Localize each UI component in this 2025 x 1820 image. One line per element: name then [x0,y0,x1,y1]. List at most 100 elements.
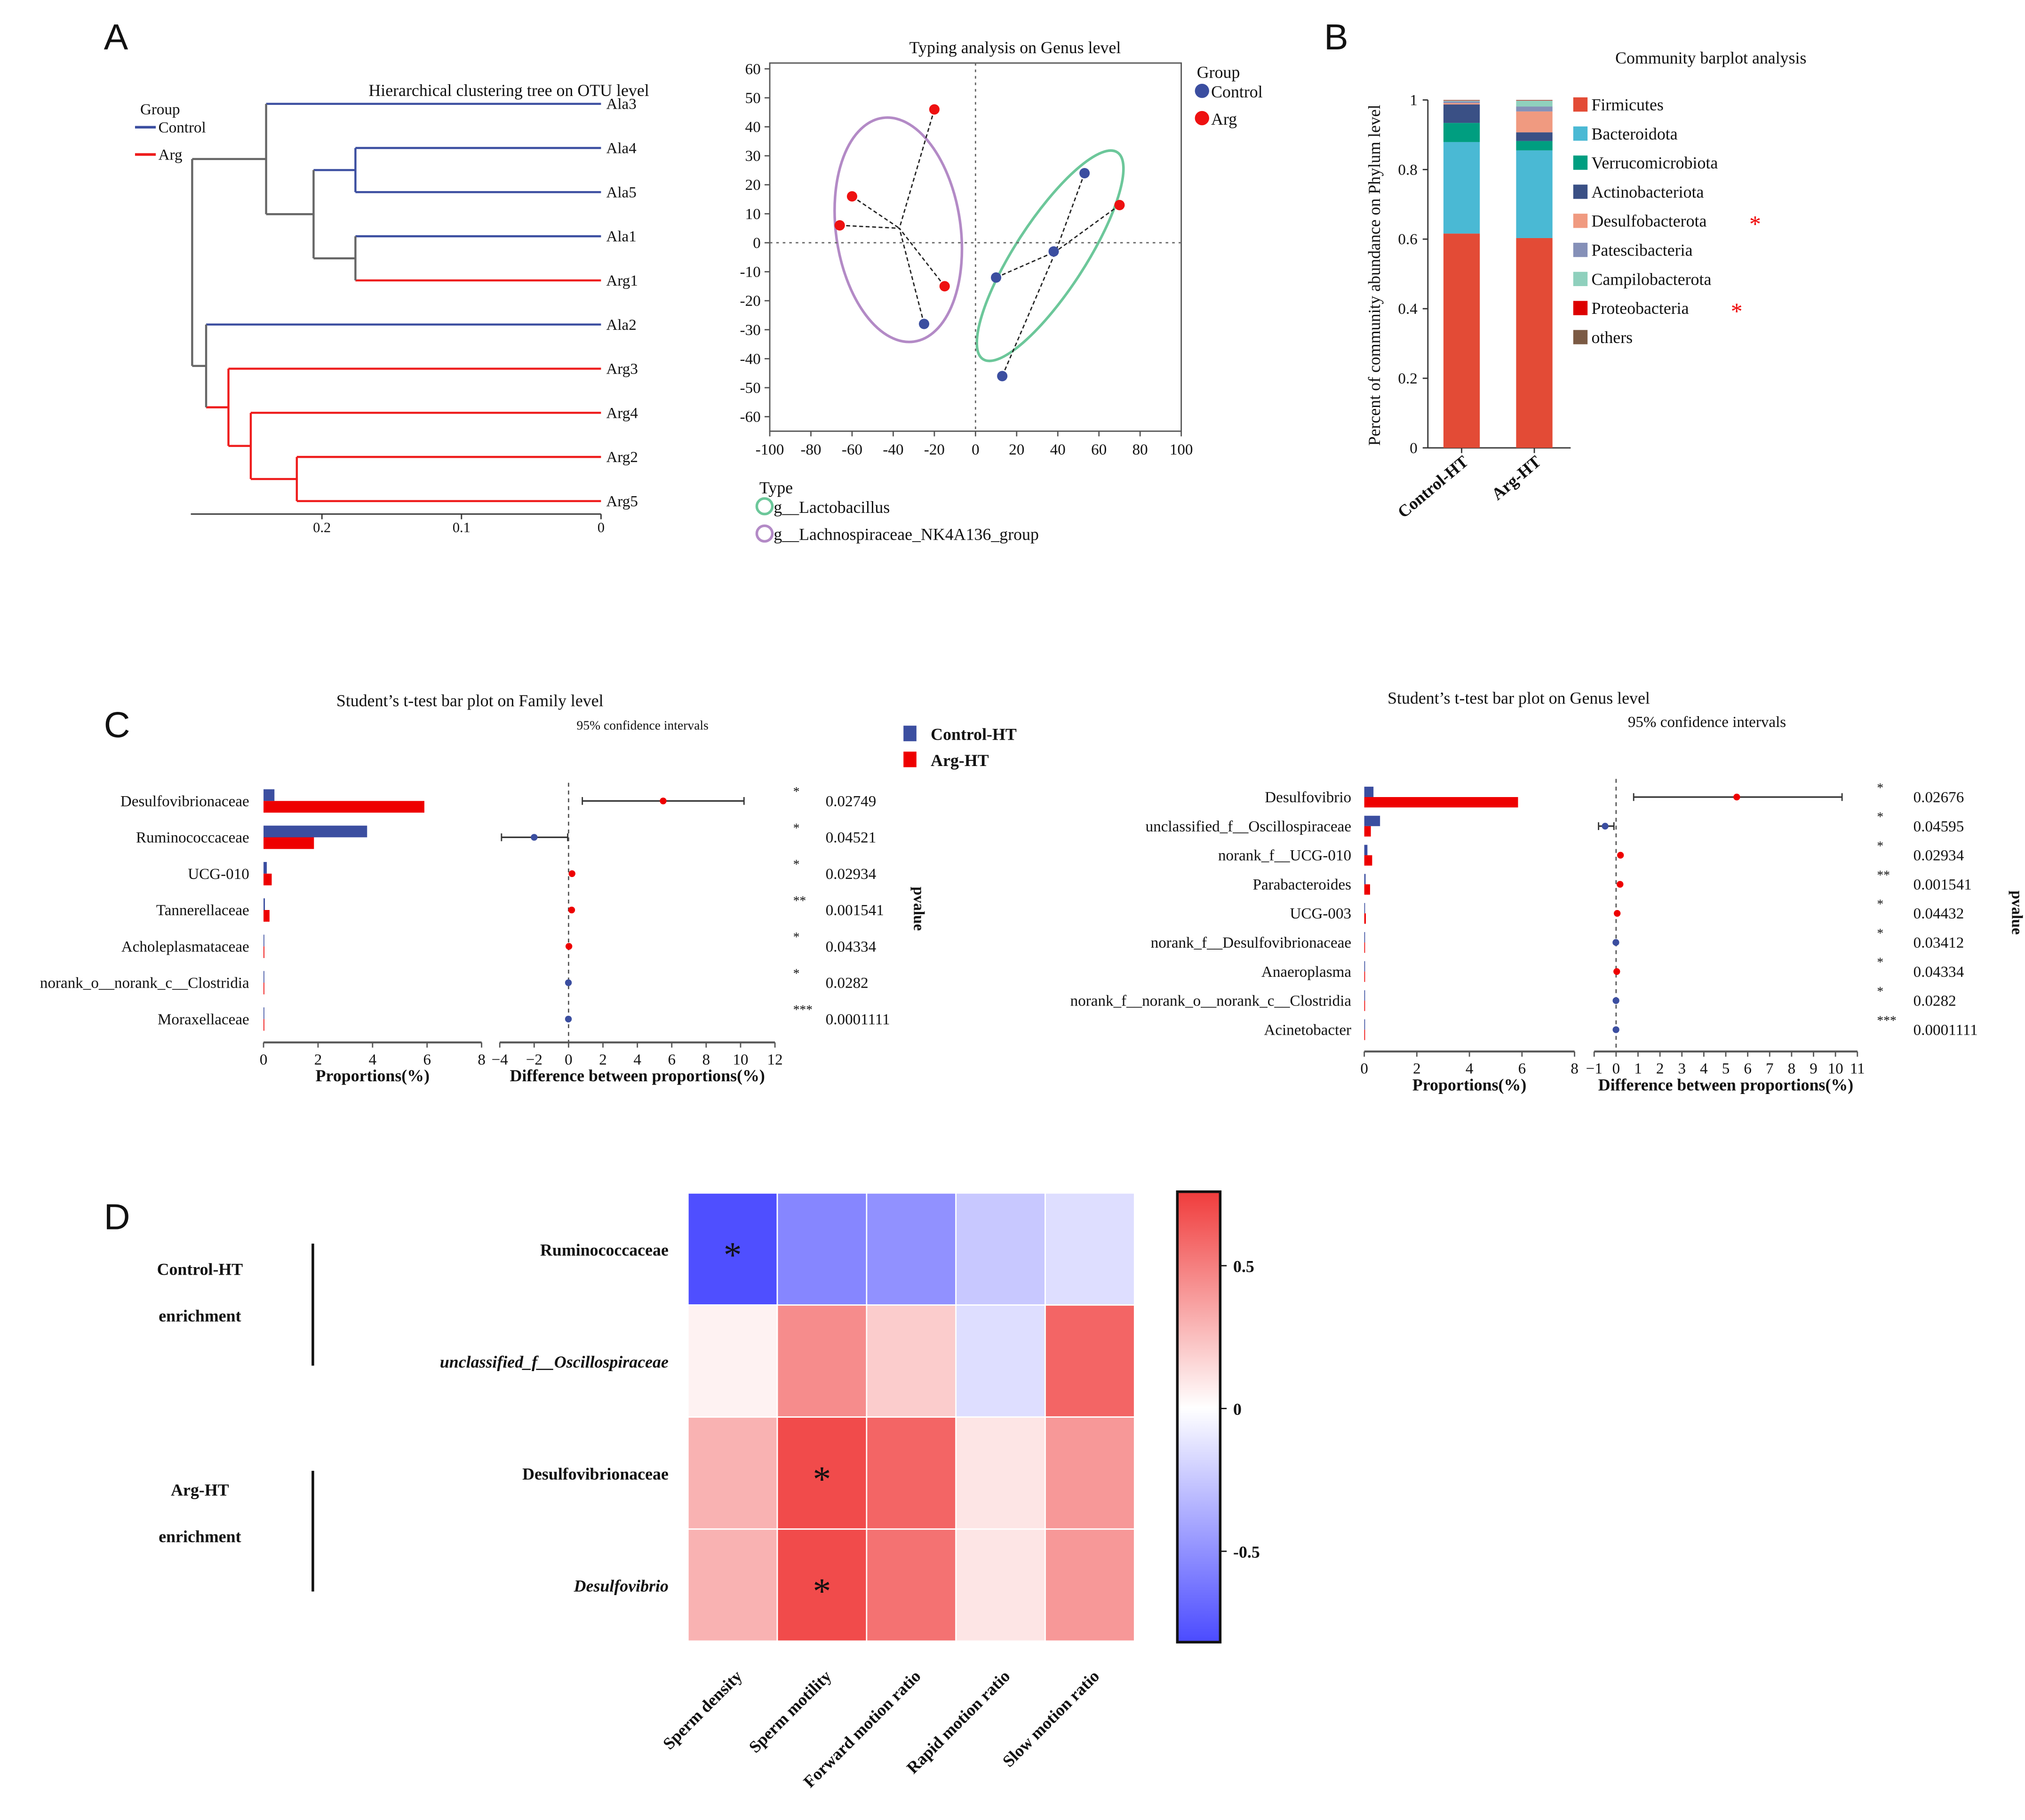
p-value: 0.001541 [1913,876,1972,893]
bar-arg [1364,797,1518,808]
p-value: 0.0001111 [1913,1022,1978,1038]
leaf-label: Ala1 [606,228,636,245]
axis-tick-label: −2 [526,1051,542,1068]
legend-label: Verrucomicrobiota [1591,153,1718,172]
significance-stars: * [793,966,800,980]
taxon-label: norank_f__norank_o__norank_c__Clostridia [1070,993,1352,1010]
diff-point [1617,881,1624,888]
legend-swatch [903,726,917,742]
axis-tick-label: 2 [599,1051,607,1068]
ellipse-lactobacillus [975,149,1125,362]
significance-mark: * [1749,211,1761,237]
legend-swatch [1573,126,1588,141]
point-arg [846,191,858,202]
bar-arg [263,910,270,922]
bar-arg [263,1019,264,1031]
point-control [1079,168,1090,179]
heatmap-cell [955,1416,1046,1530]
group-legend-title: Group [1197,63,1240,82]
x-tick-label: 0 [972,441,980,458]
leaf-label: Ala2 [606,317,636,334]
point-arg [834,220,845,231]
axis-tick-label: 6 [1518,1061,1526,1078]
ttest-family-chart: Student’s t-test bar plot on Family leve… [40,691,1017,1085]
axis-tick-label: 4 [1466,1061,1474,1078]
axis-tick-label: 10 [733,1051,748,1068]
y-tick-label: 60 [745,61,761,78]
legend-label: Control [159,119,206,136]
pca-title: Typing analysis on Genus level [909,38,1121,57]
point-arg [939,281,950,292]
heatmap-cell [776,1304,868,1418]
bar-arg [263,801,424,813]
diff-point [566,943,573,950]
x-tick-label: 80 [1132,441,1148,458]
axis-tick-label: 0.1 [453,519,470,535]
y-tick-label: 30 [745,148,761,165]
ttest-title: Student’s t-test bar plot on Genus level [1387,688,1650,707]
legend-label: Firmicutes [1591,96,1663,114]
y-tick-label: 40 [745,119,761,136]
bar-segment-bacteroidota [1516,150,1553,238]
axis-tick-label: 6 [423,1051,431,1068]
bar-arg [1364,942,1365,953]
dendrogram-chart: Hierarchical clustering tree on OTU leve… [135,81,649,535]
axis-tick-label: 10 [1828,1061,1843,1078]
x-tick-label: -60 [842,441,862,458]
legend-swatch [1573,184,1588,199]
row-label: unclassified_f__Oscillospiraceae [440,1352,669,1371]
heatmap-cell [866,1304,957,1418]
bar-segment-actinobacteriota [1443,104,1480,123]
row-label: Desulfovibrio [574,1577,669,1596]
ttest-genus-chart: Student’s t-test bar plot on Genus level… [1070,688,2025,1094]
p-value: 0.02934 [1913,847,1964,864]
heatmap-cell [776,1416,868,1530]
diff-point [1612,1026,1619,1033]
y-tick-label: -40 [740,351,761,367]
y-tick-label: 10 [745,206,761,223]
bar-arg [263,873,272,886]
axis-tick-label: 0 [565,1051,573,1068]
y-tick-label: -60 [740,409,761,426]
taxon-label: Acinetobacter [1264,1022,1351,1038]
taxon-label: norank_f__Desulfovibrionaceae [1151,934,1351,951]
group-label: enrichment [159,1527,241,1546]
y-tick-label: 0.2 [1398,370,1417,387]
axis-tick-label: −4 [492,1051,509,1068]
significance-mark: * [724,1235,742,1275]
p-value: 0.03412 [1913,934,1964,951]
ttest-title: Student’s t-test bar plot on Family leve… [336,691,604,710]
y-tick-label: 20 [745,177,761,194]
p-value: 0.04334 [826,938,877,955]
bar-control [1364,845,1368,855]
axis-tick-label: 0 [1360,1061,1368,1078]
bar-control [1364,961,1365,972]
group-label: Arg-HT [171,1480,229,1499]
point-control [1048,246,1059,257]
axis-tick-label: 4 [633,1051,641,1068]
significance-mark: * [813,1571,831,1611]
legend-swatch [1573,271,1588,287]
panel-label-a: A [104,17,128,57]
legend-swatch [1573,301,1588,315]
column-label: Sperm motility [745,1667,835,1756]
diff-point [531,834,538,841]
axis-tick-label: 6 [1744,1061,1752,1078]
legend-marker [1195,83,1209,98]
significance-mark: * [1731,298,1743,324]
bar-control [263,1007,264,1019]
p-value: 0.0282 [826,975,869,992]
legend-label: Proteobacteria [1591,299,1689,318]
axis-tick-label: 0 [260,1051,268,1068]
axis-tick-label: 9 [1810,1061,1818,1078]
leaf-label: Ala4 [606,140,637,157]
legend-swatch [1573,214,1588,228]
heatmap-cell [955,1528,1046,1642]
type-legend-label: g__Lachnospiraceae_NK4A136_group [773,525,1039,544]
bar-segment-proteobacteria [1516,100,1553,101]
centroid-link [899,228,925,324]
type-legend-marker [755,497,774,516]
diff-point [1617,852,1624,859]
bar-control [263,825,367,838]
x-tick-label: -100 [756,441,784,458]
